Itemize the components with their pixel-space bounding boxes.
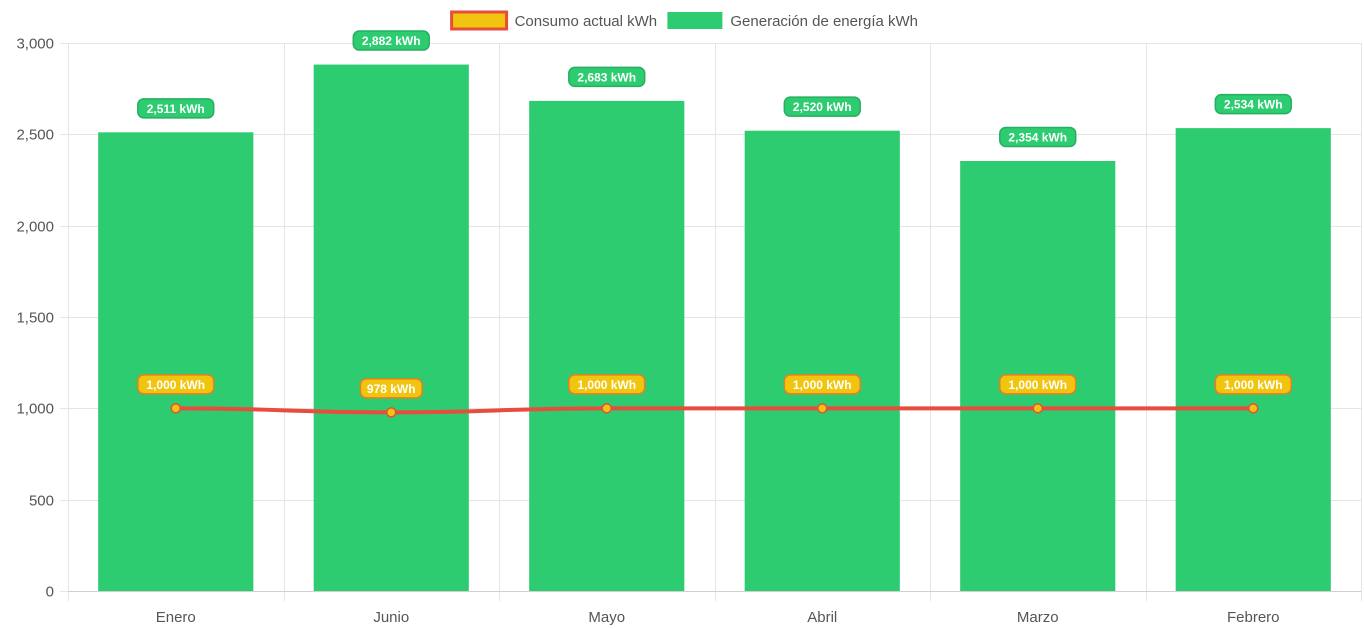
bar-series bbox=[98, 64, 1331, 591]
line-series bbox=[175, 406, 1254, 415]
line-point bbox=[170, 403, 181, 414]
y-tick-label: 1,000 bbox=[16, 401, 54, 418]
bar bbox=[529, 100, 685, 591]
legend-item[interactable]: Generación de energía kWh bbox=[667, 12, 918, 30]
data-label-box bbox=[568, 374, 646, 395]
data-label-box bbox=[352, 30, 430, 51]
data-label-box bbox=[999, 126, 1077, 148]
data-label-box bbox=[1214, 93, 1292, 115]
x-tick-label: Mayo bbox=[588, 609, 625, 626]
line-point bbox=[1032, 403, 1043, 414]
y-tick-label: 3,000 bbox=[16, 36, 54, 53]
line-point bbox=[386, 407, 397, 418]
data-label-box bbox=[1214, 374, 1292, 395]
bar bbox=[98, 132, 254, 591]
data-label-box bbox=[783, 374, 861, 395]
data-label: 2,534 kWh bbox=[1214, 93, 1292, 115]
y-tick-label: 2,500 bbox=[16, 127, 54, 144]
x-tick-label: Febrero bbox=[1227, 609, 1280, 626]
data-label-text: 2,534 kWh bbox=[1224, 98, 1283, 112]
legend-swatch bbox=[450, 10, 509, 31]
data-label: 2,882 kWh bbox=[352, 30, 430, 51]
line-point bbox=[601, 403, 612, 414]
x-tick-label: Enero bbox=[156, 609, 196, 626]
data-label: 978 kWh bbox=[359, 378, 423, 399]
data-label-box bbox=[359, 378, 423, 399]
data-label-box bbox=[568, 66, 646, 88]
data-label-text: 1,000 kWh bbox=[1224, 378, 1283, 392]
x-tick-label: Marzo bbox=[1017, 609, 1059, 626]
data-label-text: 1,000 kWh bbox=[146, 378, 205, 392]
data-label-text: 978 kWh bbox=[367, 382, 416, 396]
grid-lines bbox=[60, 43, 1362, 601]
data-label-box bbox=[137, 374, 215, 395]
line-point bbox=[1248, 403, 1259, 414]
legend-label: Generación de energía kWh bbox=[730, 13, 918, 30]
x-tick-label: Junio bbox=[373, 609, 409, 626]
y-tick-label: 500 bbox=[29, 493, 54, 510]
data-label: 2,354 kWh bbox=[999, 126, 1077, 148]
data-label-text: 2,882 kWh bbox=[362, 34, 421, 48]
bar bbox=[1175, 128, 1331, 591]
data-label: 1,000 kWh bbox=[783, 374, 861, 395]
legend-label: Consumo actual kWh bbox=[515, 13, 658, 30]
legend-item[interactable]: Consumo actual kWh bbox=[450, 10, 658, 31]
data-label: 1,000 kWh bbox=[1214, 374, 1292, 395]
y-tick-label: 2,000 bbox=[16, 219, 54, 236]
data-label: 2,511 kWh bbox=[137, 98, 215, 119]
data-label-box bbox=[783, 96, 861, 117]
data-label-text: 2,354 kWh bbox=[1008, 131, 1067, 145]
data-label-text: 1,000 kWh bbox=[1008, 378, 1067, 392]
data-label-box bbox=[137, 98, 215, 119]
bar bbox=[313, 64, 469, 591]
data-label: 1,000 kWh bbox=[568, 374, 646, 395]
line-point bbox=[817, 403, 828, 414]
data-label-text: 2,520 kWh bbox=[793, 100, 852, 114]
data-label: 2,520 kWh bbox=[783, 96, 861, 117]
y-tick-label: 1,500 bbox=[16, 310, 54, 327]
data-label-text: 2,511 kWh bbox=[147, 102, 205, 116]
legend: Consumo actual kWh Generación de energía … bbox=[450, 10, 918, 31]
data-label-text: 2,683 kWh bbox=[577, 70, 636, 84]
data-label-text: 1,000 kWh bbox=[577, 378, 636, 392]
bar bbox=[744, 130, 900, 591]
data-label-box bbox=[999, 374, 1077, 395]
data-label: 1,000 kWh bbox=[999, 374, 1077, 395]
legend-swatch bbox=[667, 12, 723, 29]
data-label-text: 1,000 kWh bbox=[793, 378, 852, 392]
data-label: 2,683 kWh bbox=[568, 66, 646, 88]
x-tick-label: Abril bbox=[807, 609, 837, 626]
y-tick-label: 0 bbox=[46, 584, 54, 601]
data-label: 1,000 kWh bbox=[137, 374, 215, 395]
